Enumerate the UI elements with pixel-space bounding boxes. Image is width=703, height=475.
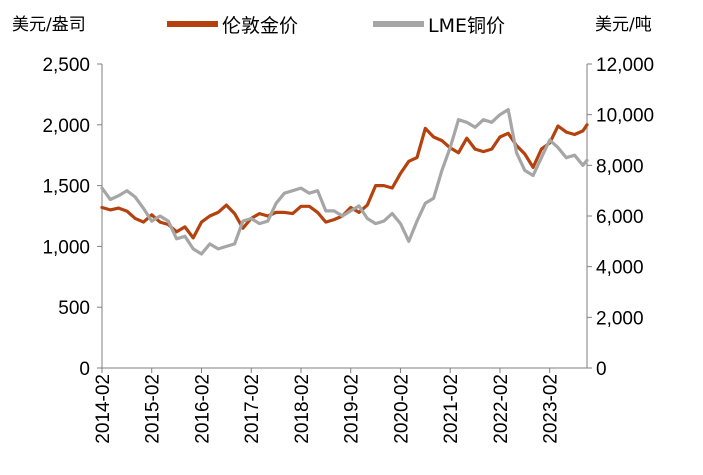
x-tick-label: 2020-02 bbox=[391, 374, 412, 444]
x-axis-ticks: 2014-02 2015-02 2016-02 2017-02 2018-02 2019-… bbox=[93, 368, 562, 444]
x-tick-label: 2015-02 bbox=[143, 374, 164, 444]
left-tick-label: 500 bbox=[58, 298, 90, 319]
x-tick-label: 2023-02 bbox=[541, 374, 562, 444]
right-tick-label: 2,000 bbox=[596, 308, 644, 329]
x-tick-label: 2021-02 bbox=[441, 374, 462, 444]
right-tick-label: 8,000 bbox=[596, 156, 644, 177]
right-tick-label: 0 bbox=[596, 359, 607, 380]
legend-label-gold: 伦敦金价 bbox=[222, 15, 298, 37]
series-layer bbox=[100, 107, 589, 256]
x-tick-label: 2019-02 bbox=[342, 374, 363, 444]
left-tick-label: 0 bbox=[79, 359, 90, 380]
left-axis-ticks: 0 500 1,000 1,500 2,000 2,500 bbox=[42, 55, 102, 380]
x-tick-label: 2022-02 bbox=[491, 374, 512, 444]
left-tick-label: 2,000 bbox=[42, 116, 90, 137]
right-tick-label: 6,000 bbox=[596, 207, 644, 228]
x-tick-label: 2014-02 bbox=[93, 374, 114, 444]
legend-label-copper: LME铜价 bbox=[428, 15, 505, 37]
right-tick-label: 10,000 bbox=[596, 106, 654, 127]
x-tick-label: 2017-02 bbox=[242, 374, 263, 444]
right-tick-label: 12,000 bbox=[596, 55, 654, 76]
left-tick-label: 1,500 bbox=[42, 177, 90, 198]
right-axis-unit: 美元/吨 bbox=[595, 15, 652, 35]
left-tick-label: 1,000 bbox=[42, 237, 90, 258]
series-line-copper bbox=[100, 107, 589, 256]
legend: 伦敦金价 LME铜价 bbox=[167, 15, 505, 37]
right-axis-ticks: 0 2,000 4,000 6,000 8,000 10,000 12,000 bbox=[587, 55, 654, 380]
x-tick-label: 2016-02 bbox=[192, 374, 213, 444]
right-tick-label: 4,000 bbox=[596, 258, 644, 279]
left-axis-unit: 美元/盎司 bbox=[12, 15, 86, 35]
left-tick-label: 2,500 bbox=[42, 55, 90, 76]
x-tick-label: 2018-02 bbox=[292, 374, 313, 444]
